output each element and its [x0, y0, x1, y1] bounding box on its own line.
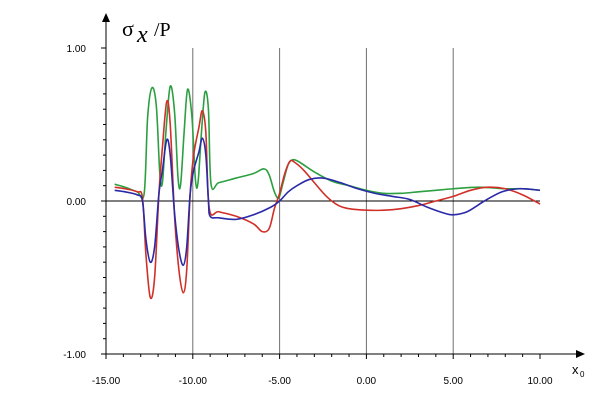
x-axis-label: x	[572, 362, 579, 377]
y-axis-arrow	[102, 13, 110, 22]
x-axis-arrow	[576, 350, 585, 358]
series-line-3	[114, 137, 541, 267]
axes	[101, 13, 585, 359]
x-tick-label: 0.00	[357, 376, 377, 387]
y-tick-label: 0.00	[67, 197, 87, 208]
series-line-2	[114, 99, 541, 300]
tick-labels: -15.00 -10.00 -5.00 0.00 5.00 10.00 -1.00 0.00 1…	[63, 44, 553, 387]
x-tick-label: -10.00	[179, 376, 208, 387]
x-tick-label: -15.00	[92, 376, 121, 387]
y-axis-label-sigma: σ	[122, 16, 134, 41]
y-axis-label-divisor: /P	[154, 19, 171, 41]
series-layer	[114, 84, 541, 300]
y-tick-label: 1.00	[67, 44, 87, 55]
x-tick-label: -5.00	[268, 376, 291, 387]
y-axis-label-subscript: x	[136, 22, 148, 48]
series-line-1	[114, 84, 541, 200]
x-tick-label: 10.00	[527, 376, 552, 387]
y-tick-label: -1.00	[63, 350, 86, 361]
x-axis-label-subscript: 0	[580, 370, 585, 379]
x-tick-label: 5.00	[443, 376, 463, 387]
